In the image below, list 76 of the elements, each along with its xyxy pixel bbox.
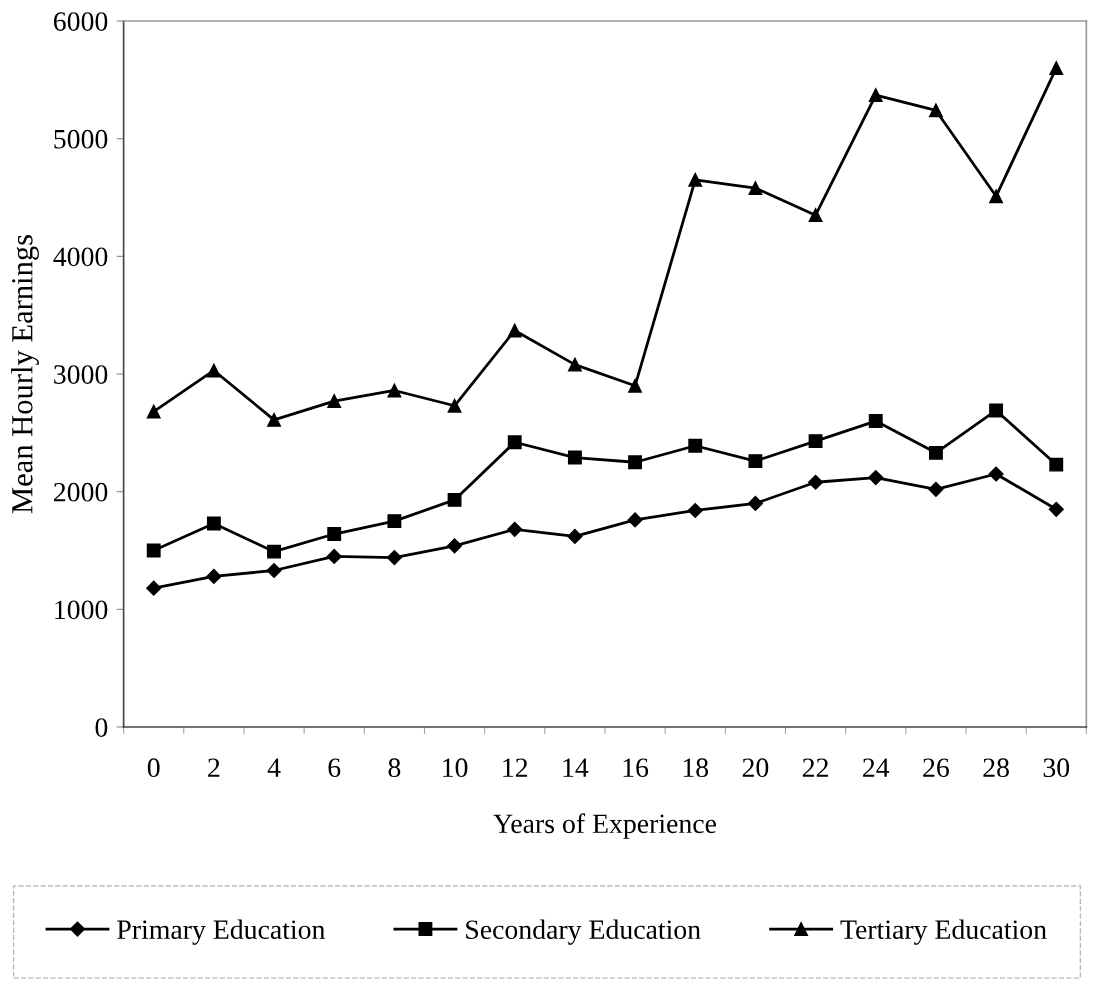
point [567,357,582,372]
point [628,455,643,470]
x-tick-label: 22 [802,758,828,777]
x-tick-label: 14 [563,758,589,777]
x-tick-label: 18 [683,758,709,778]
point [267,544,281,559]
x-tick-label: 24 [863,758,890,777]
y-tick-label: 3000 [54,365,108,384]
x-tick-label: 2 [208,758,220,777]
point [688,438,703,453]
x-tick-label: 10 [443,758,468,778]
legend-label: Tertiary Education [840,919,1047,945]
point [327,394,342,409]
point [146,404,161,419]
point [747,495,763,512]
point [507,521,523,537]
point [146,543,161,558]
point [868,469,884,486]
x-tick-label: 12 [503,758,528,777]
point [1049,61,1064,76]
point [267,412,281,427]
point [868,88,883,103]
x-tick-label: 30 [1043,758,1070,778]
point [146,580,162,596]
point [266,562,282,579]
point [808,434,823,449]
point [507,323,522,338]
point [868,414,883,429]
y-tick-label: 0 [95,718,108,737]
point [326,548,342,564]
point [567,450,582,465]
point [748,181,763,196]
point [688,172,703,187]
x-tick-label: 28 [983,758,1009,778]
x-tick-label: 26 [923,758,949,778]
point [387,383,402,398]
point [808,208,823,223]
x-tick-label: 6 [328,758,341,778]
point [386,549,402,566]
point [447,492,462,507]
x-tick-label: 8 [388,758,401,778]
point [748,454,763,469]
point [1048,501,1064,517]
point [989,189,1004,204]
point [206,363,221,378]
point [627,512,643,528]
point [1049,457,1064,472]
y-tick-label: 5000 [54,129,108,149]
y-axis-title: Mean Hourly Earnings [11,235,39,514]
point [928,481,944,497]
point [808,474,824,490]
x-tick-label: 4 [267,758,281,777]
y-tick-label: 1000 [55,600,108,620]
legend-label: Primary Education [117,919,325,945]
point [206,516,221,531]
point [446,538,463,554]
point [928,445,943,460]
y-tick-label: 4000 [53,247,108,267]
point [928,103,943,118]
point [988,466,1004,482]
point [687,502,703,519]
y-tick-label: 2000 [54,482,108,502]
x-tick-label: 16 [623,758,649,778]
point [327,527,342,541]
point [447,398,462,413]
point [206,568,222,584]
y-tick-label: 6000 [53,12,108,31]
x-tick-label: 20 [742,758,769,778]
x-tick-label: 0 [147,758,160,778]
legend-label: Secondary Education [466,919,701,945]
x-axis-title: Years of Experience [493,813,716,839]
point [387,514,402,529]
point [989,403,1004,418]
point [567,528,583,544]
point [507,435,522,450]
point [628,378,643,393]
